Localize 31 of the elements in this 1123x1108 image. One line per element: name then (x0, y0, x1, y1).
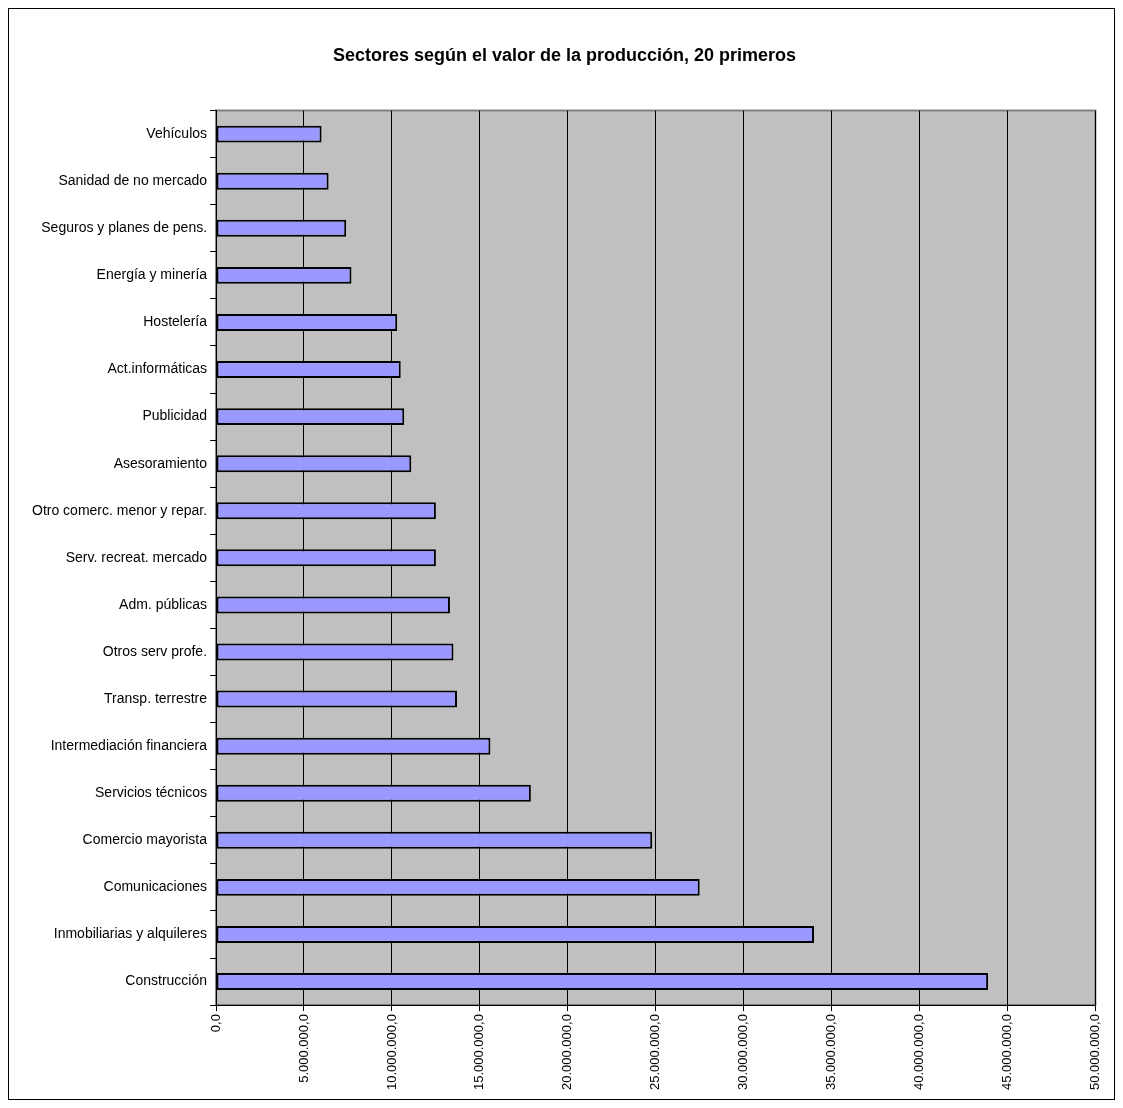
y-tick-label: Serv. recreat. mercado (65, 548, 208, 565)
y-tick-label: Inmobiliarias y alquileres (53, 925, 208, 942)
chart-title: Sectores según el valor de la producción, 20 primeros (332, 44, 797, 65)
x-tick-label: 20.000.000,0 (559, 1014, 575, 1090)
y-tick-label: Otro comerc. menor y repar. (31, 501, 208, 518)
x-tick-label: 30.000.000,0 (735, 1014, 751, 1090)
x-tick-label: 45.000.000,0 (999, 1014, 1015, 1090)
y-tick-label: Transp. terrestre (104, 689, 208, 706)
y-tick-label: Act.informáticas (107, 360, 208, 377)
y-tick-label: Comunicaciones (103, 878, 208, 895)
x-tick-label: 15.000.000,0 (471, 1014, 487, 1090)
y-tick-label: Intermediación financiera (50, 737, 208, 754)
y-tick-label: Publicidad (142, 407, 208, 424)
y-tick-label: Seguros y planes de pens. (41, 219, 208, 236)
y-tick-label: Adm. públicas (119, 595, 208, 612)
y-tick-label: Comercio mayorista (82, 831, 208, 848)
y-tick-label: Otros serv profe. (102, 642, 208, 659)
y-tick-label: Asesoramiento (113, 454, 208, 471)
y-tick-label: Servicios técnicos (95, 784, 208, 801)
y-tick-label: Vehículos (146, 125, 208, 141)
y-tick-label: Energía y minería (96, 266, 208, 283)
x-tick-label: 40.000.000,0 (911, 1014, 927, 1090)
x-tick-label: 25.000.000,0 (647, 1014, 663, 1090)
x-tick-label: 50.000.000,0 (1086, 1014, 1102, 1090)
x-tick-label: 5.000.000,0 (295, 1014, 311, 1083)
y-tick-label: Construcción (125, 972, 208, 989)
x-tick-label: 10.000.000,0 (383, 1014, 399, 1090)
y-tick-label: Sanidad de no mercado (58, 172, 208, 189)
x-tick-label: 35.000.000,0 (823, 1014, 839, 1090)
x-tick-label: 0,0 (207, 1014, 223, 1033)
y-tick-label: Hostelería (143, 313, 208, 330)
